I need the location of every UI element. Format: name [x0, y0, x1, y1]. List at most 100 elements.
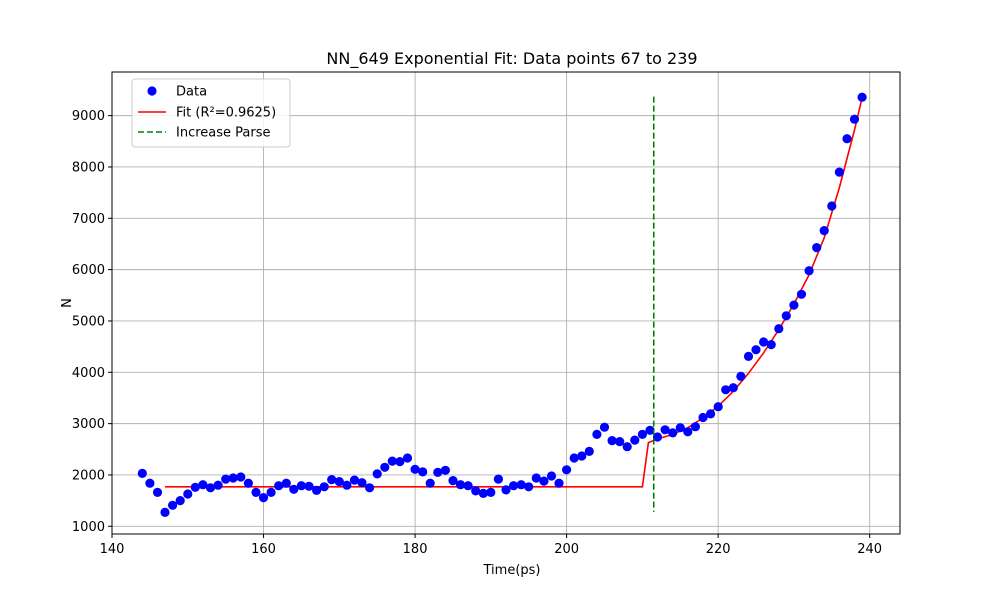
fit-layer	[165, 97, 863, 488]
data-point	[539, 476, 549, 486]
data-point	[668, 428, 678, 438]
data-point	[372, 469, 382, 479]
data-point	[751, 345, 761, 355]
data-point	[599, 422, 610, 432]
data-point	[607, 436, 617, 446]
data-point	[213, 480, 223, 490]
x-tick-label: 140	[100, 542, 125, 557]
data-point	[698, 412, 708, 423]
data-point	[258, 493, 269, 503]
y-tick-label: 4000	[72, 366, 105, 381]
data-point	[531, 473, 541, 483]
data-point	[842, 134, 852, 144]
grid	[111, 72, 900, 534]
data-point	[789, 300, 799, 310]
data-point	[418, 467, 428, 477]
data-point	[683, 427, 693, 437]
y-tick-label: 8000	[72, 160, 105, 175]
data-point	[296, 481, 306, 491]
data-point	[569, 453, 579, 463]
x-axis-label: Time(ps)	[483, 563, 541, 578]
x-tick-label: 160	[251, 542, 276, 557]
legend-marker-data	[147, 86, 157, 96]
data-point	[251, 487, 261, 497]
y-tick-label: 7000	[72, 212, 105, 227]
data-point	[334, 477, 344, 487]
y-tick-label: 2000	[72, 468, 105, 483]
data-point	[205, 483, 216, 493]
data-point	[312, 485, 322, 495]
data-point	[857, 92, 867, 102]
data-point	[546, 471, 557, 481]
data-point	[471, 486, 481, 496]
data-point	[759, 337, 769, 347]
data-point	[221, 474, 231, 484]
axes-frame	[111, 71, 901, 535]
data-point	[168, 500, 178, 510]
data-point	[190, 482, 200, 492]
data-point	[819, 226, 829, 236]
legend-label: Data	[176, 85, 207, 100]
data-point	[433, 467, 443, 477]
data-point	[304, 481, 314, 491]
data-point	[463, 481, 473, 491]
data-point	[615, 437, 625, 447]
data-point	[281, 478, 291, 488]
data-point	[849, 114, 860, 124]
data-point	[266, 487, 276, 497]
data-point	[675, 423, 685, 433]
data-point	[592, 429, 602, 439]
fit-line	[165, 97, 863, 488]
data-point	[357, 478, 367, 488]
data-point	[796, 289, 807, 299]
y-tick-label: 9000	[72, 109, 105, 124]
data-point	[440, 465, 450, 475]
y-tick-label: 3000	[72, 417, 105, 432]
data-point	[327, 475, 337, 485]
data-point	[630, 435, 640, 445]
data-point	[652, 432, 663, 442]
y-tick-label: 5000	[72, 314, 105, 329]
data-point	[493, 474, 503, 484]
data-point	[380, 462, 390, 472]
data-point	[781, 311, 791, 321]
data-point	[145, 478, 155, 488]
data-point	[349, 475, 360, 485]
data-point	[812, 243, 822, 253]
legend-box	[131, 78, 291, 148]
data-point	[486, 487, 496, 497]
chart-title: NN_649 Exponential Fit: Data points 67 t…	[326, 49, 697, 69]
x-tick-label: 240	[857, 542, 882, 557]
x-tick-label: 200	[554, 542, 579, 557]
data-point	[743, 351, 754, 361]
data-point	[183, 489, 193, 499]
data-point	[402, 453, 413, 463]
y-tick-label: 6000	[72, 263, 105, 278]
data-point	[645, 425, 655, 435]
data-point	[690, 422, 701, 432]
data-point	[425, 478, 435, 488]
data-point	[622, 442, 632, 452]
data-point	[455, 480, 466, 490]
data-point	[478, 488, 488, 498]
data-point	[577, 451, 587, 461]
data-point	[152, 487, 163, 497]
ticks: 140 160 180 200 220 240 1000 2000 3000 4000 5000 60…	[72, 109, 882, 557]
data-point	[774, 324, 784, 334]
data-point	[236, 472, 246, 482]
data-point	[516, 480, 526, 490]
data-point	[508, 481, 519, 491]
data-point	[395, 457, 405, 467]
data-point	[637, 429, 648, 439]
data-point	[342, 480, 352, 490]
points-layer	[137, 92, 867, 517]
data-point	[584, 446, 594, 456]
data-point	[660, 425, 670, 435]
x-tick-label: 180	[403, 542, 428, 557]
y-axis-label: N	[60, 298, 75, 308]
data-point	[524, 482, 534, 492]
data-point	[736, 371, 746, 381]
data-point	[319, 482, 329, 492]
legend: Data Fit (R²=0.9625) Increase Parse	[131, 78, 291, 148]
